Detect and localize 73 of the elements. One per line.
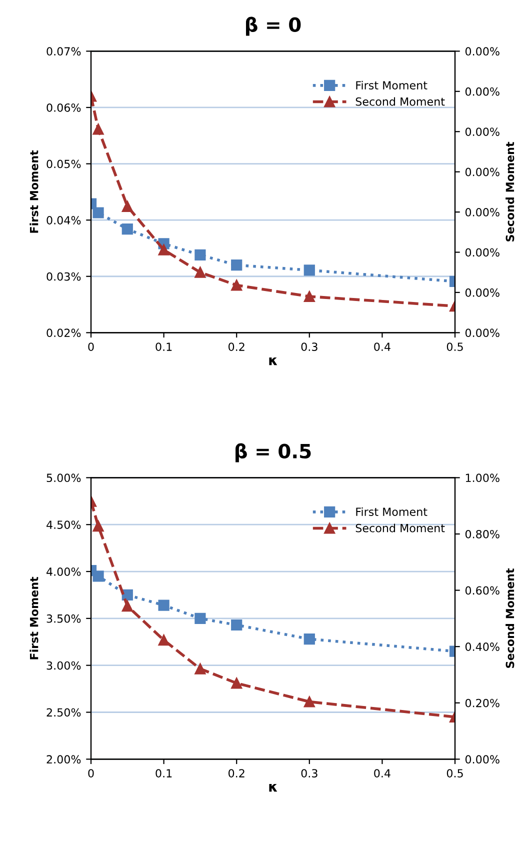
y2-tick-label: 0.00% <box>465 128 500 136</box>
point <box>194 663 206 674</box>
y2-axis-title: Second Moment <box>506 142 514 242</box>
point <box>194 249 206 261</box>
point <box>231 678 242 689</box>
x-tick-label: 0 <box>88 769 94 778</box>
y2-tick-label: 0.80% <box>465 530 500 538</box>
x-tick-label: 0 <box>88 342 94 351</box>
legend-label: Second Moment <box>356 524 445 532</box>
y2-tick-label: 0.00% <box>465 47 500 56</box>
y2-tick-label: 0.60% <box>465 586 500 595</box>
point <box>194 266 206 278</box>
y-tick-label: 0.04% <box>46 216 81 224</box>
y2-axis-title: Second Moment <box>506 568 514 668</box>
y-tick-label: 3.00% <box>46 661 81 670</box>
y-axis-title: First Moment <box>30 150 38 233</box>
x-tick-label: 0.5 <box>446 769 463 778</box>
x-axis-title: κ <box>269 357 278 366</box>
y2-tick-label: 0.40% <box>465 642 500 651</box>
chart-title: β = 0 <box>246 16 301 36</box>
y-tick-label: 4.00% <box>46 567 81 576</box>
x-tick-label: 0.4 <box>374 769 390 778</box>
x-tick-label: 0.1 <box>156 342 172 351</box>
y2-tick-label: 0.00% <box>465 288 500 297</box>
legend-label: First Moment <box>356 507 428 516</box>
point <box>231 260 242 271</box>
y2-tick-label: 0.20% <box>465 698 500 708</box>
point <box>304 264 315 276</box>
y-tick-label: 0.06% <box>46 103 81 112</box>
point <box>158 244 170 256</box>
y2-tick-label: 0.00% <box>465 248 500 257</box>
point <box>92 520 104 532</box>
legend-label: First Moment <box>356 80 428 90</box>
y2-tick-label: 1.00% <box>466 474 500 482</box>
point <box>122 224 133 235</box>
point <box>158 634 170 646</box>
point <box>194 612 206 624</box>
point <box>92 207 104 218</box>
chart-title: β = 0.5 <box>236 443 311 462</box>
point <box>304 290 315 302</box>
x-tick-label: 0.4 <box>374 342 390 351</box>
y2-tick-label: 0.00% <box>465 755 500 764</box>
point <box>304 634 315 645</box>
point <box>304 696 315 708</box>
y-tick-label: 3.50% <box>46 614 81 623</box>
y-tick-label: 2.00% <box>46 755 81 764</box>
x-tick-label: 0.1 <box>156 769 172 778</box>
point <box>231 619 242 631</box>
x-tick-label: 0.2 <box>228 769 244 778</box>
point <box>231 280 242 291</box>
x-tick-label: 0.2 <box>228 342 244 351</box>
y-tick-label: 4.50% <box>46 520 81 529</box>
x-tick-label: 0.3 <box>301 769 318 778</box>
y-tick-label: 0.07% <box>46 47 81 56</box>
y2-tick-label: 0.00% <box>465 168 500 176</box>
x-tick-label: 0.5 <box>446 342 463 351</box>
point <box>122 600 133 612</box>
y-tick-label: 2.50% <box>46 708 81 717</box>
y-tick-label: 5.00% <box>46 474 81 482</box>
x-tick-label: 0.3 <box>301 342 318 351</box>
point <box>122 200 133 212</box>
point <box>92 124 104 135</box>
y2-tick-label: 0.00% <box>465 87 500 96</box>
y2-tick-label: 0.00% <box>465 328 500 338</box>
y-tick-label: 0.02% <box>46 328 81 338</box>
y-tick-label: 0.05% <box>46 160 81 168</box>
y-axis-title: First Moment <box>30 576 38 660</box>
y-tick-label: 0.03% <box>46 272 81 281</box>
x-axis-title: κ <box>269 784 278 792</box>
point <box>92 570 104 582</box>
y2-tick-label: 0.00% <box>465 208 500 216</box>
point <box>158 600 170 611</box>
legend-label: Second Moment <box>356 97 445 106</box>
